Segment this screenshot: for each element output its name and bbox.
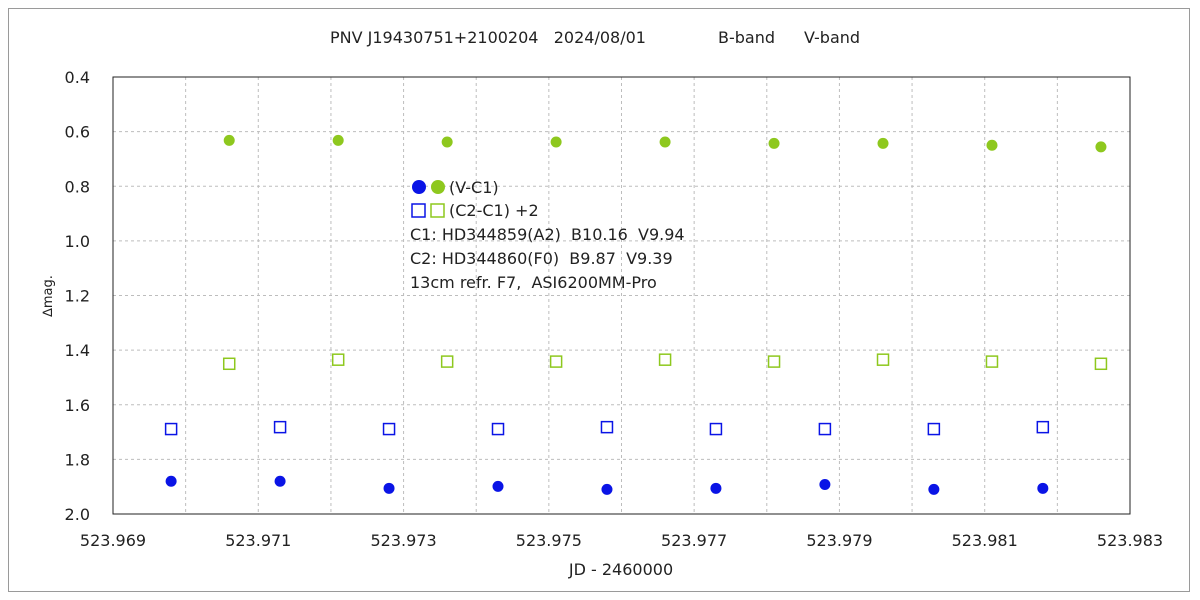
data-point bbox=[877, 137, 889, 149]
data-point bbox=[928, 483, 940, 495]
y-tick-label: 1.8 bbox=[65, 450, 90, 469]
data-point bbox=[164, 422, 178, 436]
chart-title: PNV J19430751+2100204 2024/08/01 bbox=[330, 28, 646, 47]
data-point bbox=[1094, 357, 1108, 371]
data-point bbox=[165, 475, 177, 487]
data-points bbox=[164, 134, 1108, 495]
y-tick-label: 1.2 bbox=[65, 287, 90, 306]
legend-blue-square-marker bbox=[411, 203, 426, 218]
data-point bbox=[492, 480, 504, 492]
data-point bbox=[600, 420, 614, 434]
data-point bbox=[550, 136, 562, 148]
x-axis-label: JD - 2460000 bbox=[568, 560, 673, 579]
x-tick-label: 523.969 bbox=[80, 531, 146, 550]
plot-area bbox=[112, 76, 1131, 515]
y-tick-label: 2.0 bbox=[65, 505, 90, 524]
x-tick-label: 523.983 bbox=[1097, 531, 1163, 550]
data-point bbox=[383, 482, 395, 494]
x-tick-labels: 523.969 523.971 523.973 523.975 523.977 523.9… bbox=[80, 531, 1163, 550]
x-tick-label: 523.977 bbox=[661, 531, 727, 550]
y-tick-label: 1.0 bbox=[65, 232, 90, 251]
data-point bbox=[659, 136, 671, 148]
data-point bbox=[273, 420, 287, 434]
data-point bbox=[440, 355, 454, 368]
series-b-circle bbox=[165, 475, 1049, 495]
data-point bbox=[709, 422, 723, 436]
data-point bbox=[223, 134, 235, 146]
legend: (V-C1) (C2-C1) +2 C1: HD344859(A2) B10.1… bbox=[410, 178, 685, 292]
legend-green-square-marker bbox=[430, 203, 445, 218]
y-tick-label: 0.8 bbox=[65, 177, 90, 196]
y-tick-labels: 0.4 0.6 0.8 1.0 1.2 1.4 1.6 1.8 2.0 bbox=[65, 68, 90, 524]
series-b-square bbox=[164, 420, 1050, 436]
data-point bbox=[331, 353, 345, 366]
data-point bbox=[927, 422, 941, 436]
series-v-square bbox=[222, 353, 1108, 371]
data-point bbox=[491, 422, 505, 436]
y-tick-label: 0.4 bbox=[65, 68, 90, 87]
x-tick-label: 523.973 bbox=[370, 531, 436, 550]
data-point bbox=[876, 353, 890, 366]
y-tick-label: 0.6 bbox=[65, 123, 90, 142]
data-point bbox=[382, 422, 396, 436]
y-axis-label: ∆mag. bbox=[41, 275, 56, 318]
legend-square-label: (C2-C1) +2 bbox=[449, 201, 539, 220]
legend-note-c2: C2: HD344860(F0) B9.87 V9.39 bbox=[410, 249, 673, 268]
x-tick-label: 523.971 bbox=[225, 531, 291, 550]
data-point bbox=[332, 134, 344, 146]
data-point bbox=[274, 475, 286, 487]
legend-circle-label: (V-C1) bbox=[449, 178, 499, 197]
data-point bbox=[986, 139, 998, 151]
legend-blue-circle-marker bbox=[412, 180, 426, 194]
data-point bbox=[985, 355, 999, 368]
data-point bbox=[441, 136, 453, 148]
data-point bbox=[549, 355, 563, 368]
data-point bbox=[601, 483, 613, 495]
x-tick-label: 523.981 bbox=[952, 531, 1018, 550]
data-point bbox=[222, 357, 236, 371]
chart-frame bbox=[8, 8, 1190, 592]
data-point bbox=[818, 422, 832, 436]
legend-note-c1: C1: HD344859(A2) B10.16 V9.94 bbox=[410, 225, 685, 244]
data-point bbox=[1037, 482, 1049, 494]
data-point bbox=[710, 482, 722, 494]
y-tick-label: 1.6 bbox=[65, 396, 90, 415]
data-point bbox=[819, 479, 831, 491]
x-tick-label: 523.975 bbox=[516, 531, 582, 550]
gridlines bbox=[113, 77, 1130, 514]
y-tick-label: 1.4 bbox=[65, 341, 90, 360]
data-point bbox=[1095, 141, 1107, 153]
title-v-band-label: V-band bbox=[804, 28, 860, 47]
legend-green-circle-marker bbox=[431, 180, 445, 194]
data-point bbox=[768, 137, 780, 149]
data-point bbox=[658, 353, 672, 366]
title-b-band-label: B-band bbox=[718, 28, 775, 47]
data-point bbox=[767, 355, 781, 368]
series-v-circle bbox=[223, 134, 1107, 153]
x-tick-label: 523.979 bbox=[806, 531, 872, 550]
data-point bbox=[1036, 420, 1050, 434]
legend-note-instrument: 13cm refr. F7, ASI6200MM-Pro bbox=[410, 273, 657, 292]
